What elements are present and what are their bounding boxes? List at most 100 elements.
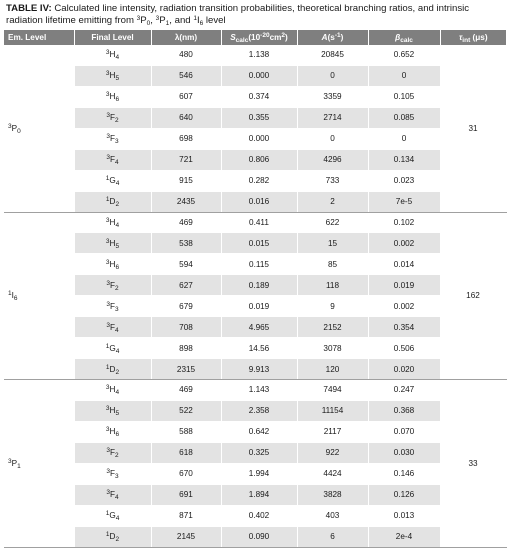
lambda-cell: 546	[151, 65, 222, 87]
s-calc-cell: 1.138	[221, 45, 298, 66]
final-level-cell: 3F4	[74, 149, 152, 171]
lambda-cell: 607	[151, 86, 222, 108]
caption-text-2: level	[203, 15, 226, 27]
a-cell: 11154	[297, 400, 369, 422]
a-cell: 2	[297, 191, 369, 213]
s-calc-cell: 0.282	[221, 170, 298, 192]
a-cell: 3359	[297, 86, 369, 108]
beta-cell: 0.354	[368, 316, 441, 339]
beta-cell: 0.020	[368, 358, 441, 380]
table-row: 3F3 698 0.000 0 0	[4, 128, 506, 150]
beta-cell: 0.002	[368, 232, 441, 255]
s-calc-cell: 14.56	[221, 337, 298, 360]
final-level-cell: 3H6	[74, 253, 152, 276]
final-level-cell: 1D2	[74, 191, 152, 213]
table-label: TABLE IV:	[6, 3, 52, 14]
s-calc-cell: 0.642	[221, 421, 298, 443]
beta-cell: 0.126	[368, 484, 441, 506]
s-calc-cell: 0.189	[221, 274, 298, 297]
final-level-cell: 1D2	[74, 526, 152, 548]
a-cell: 3078	[297, 337, 369, 360]
final-level-cell: 3H5	[74, 400, 152, 422]
header-s-calc: Scalc(10-20cm2)	[221, 30, 298, 45]
table-row: 1D2 2435 0.016 2 7e-5	[4, 191, 506, 213]
a-cell: 15	[297, 232, 369, 255]
s-calc-cell: 0.090	[221, 526, 298, 548]
final-level-cell: 3F2	[74, 274, 152, 297]
a-cell: 622	[297, 212, 369, 234]
lambda-cell: 640	[151, 107, 222, 129]
table-row: 3F2 640 0.355 2714 0.085	[4, 107, 506, 129]
s-calc-cell: 0.000	[221, 65, 298, 87]
s-calc-cell: 0.000	[221, 128, 298, 150]
em-level-cell: 3P1	[4, 379, 75, 548]
final-level-cell: 1G4	[74, 170, 152, 192]
table-row: 3F2 618 0.325 922 0.030	[4, 442, 506, 464]
beta-cell: 0.030	[368, 442, 441, 464]
a-cell: 3828	[297, 484, 369, 506]
s-calc-cell: 0.016	[221, 191, 298, 213]
lambda-cell: 679	[151, 295, 222, 318]
table-row: 3F3 670 1.994 4424 0.146	[4, 463, 506, 485]
beta-cell: 0.146	[368, 463, 441, 485]
s-calc-cell: 0.355	[221, 107, 298, 129]
table-row: 1G4 915 0.282 733 0.023	[4, 170, 506, 192]
table-row: 1I6 3H4 469 0.411 622 0.102 162	[4, 212, 507, 380]
a-cell: 922	[297, 442, 369, 464]
final-level-cell: 3F3	[74, 463, 152, 485]
table-row: 3H6 607 0.374 3359 0.105	[4, 86, 506, 108]
tau-cell: 31	[440, 45, 507, 213]
beta-cell: 0.102	[368, 212, 441, 234]
final-level-cell: 1G4	[74, 337, 152, 360]
lambda-cell: 2145	[151, 526, 222, 548]
final-level-cell: 3H6	[74, 421, 152, 443]
a-cell: 2117	[297, 421, 369, 443]
lambda-cell: 2315	[151, 358, 222, 380]
final-level-cell: 1G4	[74, 505, 152, 527]
final-level-cell: 3H4	[74, 379, 152, 401]
s-calc-cell: 1.994	[221, 463, 298, 485]
lambda-cell: 691	[151, 484, 222, 506]
beta-cell: 0.019	[368, 274, 441, 297]
s-calc-cell: 0.806	[221, 149, 298, 171]
em-level-cell: 1I6	[4, 212, 75, 380]
a-cell: 9	[297, 295, 369, 318]
header-lambda: λ(nm)	[151, 30, 222, 45]
caption-level-c-sup: 1	[193, 15, 197, 23]
s-calc-cell: 0.411	[221, 212, 298, 234]
caption-sep-1: ,	[150, 15, 156, 27]
header-tau: τint (μs)	[440, 30, 506, 45]
table-row: 1D2 2315 9.913 120 0.020	[4, 358, 506, 380]
beta-cell: 0.105	[368, 86, 441, 108]
lambda-cell: 871	[151, 505, 222, 527]
table-row: 3P0 3H4 480 1.138 20845 0.652 31	[4, 45, 507, 213]
table-row: 3H5 546 0.000 0 0	[4, 65, 506, 87]
table-row: 3F4 721 0.806 4296 0.134	[4, 149, 506, 171]
s-calc-cell: 9.913	[221, 358, 298, 380]
header-beta: βcalc	[368, 30, 441, 45]
a-cell: 403	[297, 505, 369, 527]
header-final-level: Final Level	[74, 30, 152, 45]
final-level-cell: 3H4	[74, 45, 152, 66]
final-level-cell: 3H4	[74, 212, 152, 234]
s-calc-cell: 0.019	[221, 295, 298, 318]
table-caption: TABLE IV: Calculated line intensity, rad…	[6, 3, 470, 28]
beta-cell: 0.506	[368, 337, 441, 360]
final-level-cell: 3H6	[74, 86, 152, 108]
lambda-cell: 469	[151, 212, 222, 234]
table-row: 1D2 2145 0.090 6 2e-4	[4, 526, 506, 548]
caption-text-1: Calculated line intensity, radiation tra…	[6, 3, 470, 27]
a-cell: 2152	[297, 316, 369, 339]
header-em-level: Em. Level	[4, 30, 75, 45]
lambda-cell: 618	[151, 442, 222, 464]
final-level-cell: 3H5	[74, 232, 152, 255]
table-row: 3H5 538 0.015 15 0.002	[4, 232, 506, 255]
caption-level-c-sub: 6	[199, 20, 204, 28]
tau-cell: 162	[440, 212, 507, 380]
table-row: 3F4 708 4.965 2152 0.354	[4, 316, 506, 339]
lambda-cell: 538	[151, 232, 222, 255]
s-calc-cell: 0.015	[221, 232, 298, 255]
final-level-cell: 3F4	[74, 316, 152, 339]
beta-cell: 0.013	[368, 505, 441, 527]
final-level-cell: 3F4	[74, 484, 152, 506]
